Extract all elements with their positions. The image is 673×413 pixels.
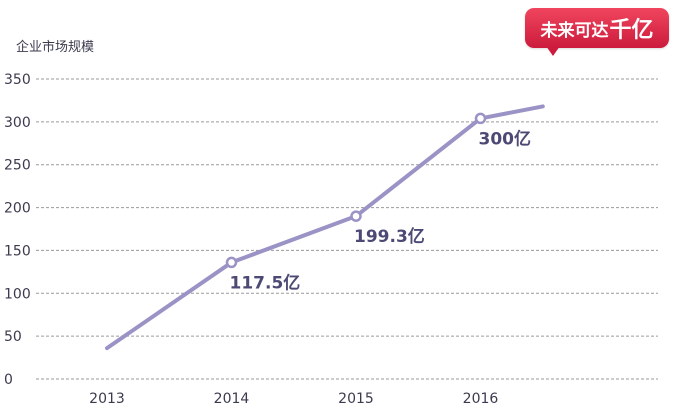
x-tick-label: 2016 [463,391,499,407]
y-tick-label: 50 [4,329,22,345]
data-label: 300亿 [479,128,532,149]
y-axis-title: 企业市场规模 [16,40,95,55]
data-label: 199.3亿 [354,226,425,247]
y-tick-label: 250 [4,158,31,174]
x-tick-label: 2014 [214,391,250,407]
y-tick-label: 350 [4,72,31,88]
callout-prefix: 未来可达 [540,20,609,41]
y-tick-label: 0 [4,372,13,388]
y-tick-label: 200 [4,201,31,217]
callout-badge: 未来可达 千亿 [525,8,669,48]
data-point [225,256,238,269]
data-point [350,210,362,222]
series-line [105,104,545,351]
y-tick-label: 100 [4,286,31,302]
callout-emphasis: 千亿 [609,18,654,43]
y-tick-label: 300 [4,115,31,131]
x-tick-label: 2015 [338,391,374,407]
callout-tail [546,46,560,56]
data-point [474,112,487,125]
y-tick-label: 150 [4,243,31,259]
x-tick-label: 2013 [89,391,125,407]
data-label: 117.5亿 [230,272,301,293]
